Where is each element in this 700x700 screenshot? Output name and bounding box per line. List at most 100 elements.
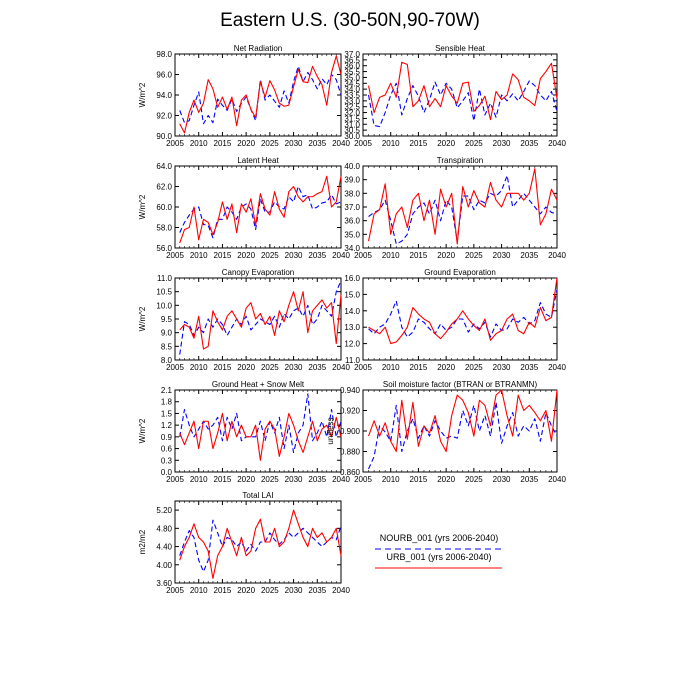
panel-title: Canopy Evaporation bbox=[222, 268, 295, 277]
y-tick-label: 96.0 bbox=[156, 71, 172, 80]
panel-total-lai: Total LAI m2/m2 2005 2010 2015 2020 2025 2030 20… bbox=[138, 491, 350, 595]
series-line-urb bbox=[179, 509, 342, 579]
x-tick-label: 2005 bbox=[166, 586, 184, 595]
x-tick-label: 2030 bbox=[285, 475, 303, 484]
series-line-nourb bbox=[179, 519, 342, 573]
y-tick-label: 11.0 bbox=[345, 356, 361, 365]
y-tick-label: 39.0 bbox=[344, 176, 360, 185]
y-tick-label: 0.3 bbox=[161, 456, 173, 465]
y-tick-label: 10.5 bbox=[156, 288, 172, 297]
x-tick-label: 2030 bbox=[285, 363, 303, 372]
x-tick-label: 2025 bbox=[465, 139, 483, 148]
figure-title: Eastern U.S. (30-50N,90-70W) bbox=[220, 10, 480, 31]
series-line-nourb bbox=[179, 393, 342, 454]
y-tick-label: 33.0 bbox=[344, 97, 360, 106]
x-tick-label: 2005 bbox=[354, 139, 372, 148]
x-tick-label: 2035 bbox=[308, 139, 326, 148]
x-tick-label: 2005 bbox=[166, 139, 184, 148]
y-tick-label: 16.0 bbox=[344, 274, 360, 283]
panel-title: Transpiration bbox=[437, 156, 483, 165]
panel-sensible-heat: Sensible Heat 2005 2010 2015 2020 2025 2030 203… bbox=[344, 44, 566, 148]
plot-frame bbox=[362, 165, 558, 249]
panel-net-radiation: Net Radiation W/m^2 2005 2010 2015 2020 2025 20… bbox=[138, 44, 350, 148]
x-tick-label: 2015 bbox=[214, 586, 232, 595]
y-tick-label: 90.0 bbox=[156, 132, 172, 141]
y-tick-label: 38.0 bbox=[344, 189, 360, 198]
plot-frame bbox=[174, 53, 342, 137]
x-tick-label: 2015 bbox=[214, 139, 232, 148]
y-tick-label: 36.0 bbox=[344, 217, 360, 226]
x-tick-label: 2030 bbox=[285, 251, 303, 260]
x-tick-label: 2020 bbox=[237, 586, 255, 595]
y-tick-label: 35.0 bbox=[344, 73, 360, 82]
y-tick-label: 1.2 bbox=[161, 421, 173, 430]
y-axis-label: W/m^2 bbox=[138, 194, 147, 219]
y-tick-label: 8.0 bbox=[161, 356, 173, 365]
y-tick-label: 0.860 bbox=[340, 468, 361, 477]
x-tick-label: 2030 bbox=[285, 586, 303, 595]
y-tick-label: 98.0 bbox=[156, 50, 172, 59]
y-tick-label: 10.0 bbox=[156, 301, 172, 310]
y-tick-label: 56.0 bbox=[156, 244, 172, 253]
x-tick-label: 2040 bbox=[548, 251, 566, 260]
y-tick-label: 34.0 bbox=[344, 85, 360, 94]
x-tick-label: 2030 bbox=[493, 139, 511, 148]
panel-title: Sensible Heat bbox=[435, 44, 486, 53]
x-tick-label: 2005 bbox=[166, 251, 184, 260]
x-tick-label: 2025 bbox=[261, 475, 279, 484]
x-tick-label: 2010 bbox=[190, 586, 208, 595]
y-tick-label: 8.5 bbox=[161, 342, 173, 351]
panel-title: Ground Heat + Snow Melt bbox=[212, 380, 305, 389]
x-tick-label: 2025 bbox=[261, 586, 279, 595]
x-tick-label: 2010 bbox=[190, 363, 208, 372]
x-tick-label: 2040 bbox=[332, 363, 350, 372]
panel-title: Latent Heat bbox=[237, 156, 279, 165]
series-line-nourb bbox=[368, 401, 558, 470]
y-tick-label: 12.0 bbox=[344, 340, 360, 349]
y-tick-label: 40.0 bbox=[344, 162, 360, 171]
x-tick-label: 2020 bbox=[437, 139, 455, 148]
x-tick-label: 2025 bbox=[465, 251, 483, 260]
y-tick-label: 58.0 bbox=[156, 224, 172, 233]
y-tick-label: 33.5 bbox=[344, 91, 360, 100]
series-line-urb bbox=[179, 291, 342, 350]
x-tick-label: 2015 bbox=[214, 475, 232, 484]
plot-frame bbox=[174, 389, 342, 473]
x-tick-label: 2035 bbox=[520, 363, 538, 372]
series-line-urb bbox=[368, 389, 558, 453]
series-line-urb bbox=[179, 175, 342, 244]
panel-transpiration: Transpiration 2005 2010 2015 2020 2025 2030 203… bbox=[344, 156, 566, 260]
legend-label: NOURB_001 (yrs 2006-2040) bbox=[380, 533, 499, 543]
x-tick-label: 2015 bbox=[410, 251, 428, 260]
x-tick-label: 2020 bbox=[237, 251, 255, 260]
y-tick-label: 0.880 bbox=[340, 448, 361, 457]
panel-title: Ground Evaporation bbox=[424, 268, 496, 277]
x-tick-label: 2035 bbox=[520, 251, 538, 260]
panel-soil-moisture-factor-btran-or-btranmn: Soil moisture factor (BTRAN or BTRANMN) u… bbox=[326, 380, 566, 484]
x-tick-label: 2035 bbox=[308, 475, 326, 484]
x-tick-label: 2025 bbox=[465, 363, 483, 372]
y-tick-label: 35.0 bbox=[344, 230, 360, 239]
legend: NOURB_001 (yrs 2006-2040) URB_001 (yrs 20… bbox=[375, 533, 502, 569]
panel-title: Total LAI bbox=[242, 491, 273, 500]
x-tick-label: 2005 bbox=[166, 363, 184, 372]
series-line-nourb bbox=[179, 280, 342, 355]
series-line-urb bbox=[179, 412, 342, 461]
y-axis-label: unitless bbox=[326, 417, 335, 444]
x-tick-label: 2010 bbox=[382, 139, 400, 148]
y-tick-label: 4.80 bbox=[156, 524, 172, 533]
x-tick-label: 2025 bbox=[261, 139, 279, 148]
plot-frame bbox=[174, 500, 342, 584]
y-tick-label: 2.1 bbox=[161, 386, 173, 395]
y-tick-label: 32.0 bbox=[344, 109, 360, 118]
series-line-urb bbox=[368, 168, 558, 245]
y-tick-label: 0.900 bbox=[340, 427, 361, 436]
y-tick-label: 34.0 bbox=[344, 244, 360, 253]
x-tick-label: 2035 bbox=[520, 139, 538, 148]
x-tick-label: 2010 bbox=[382, 475, 400, 484]
x-tick-label: 2035 bbox=[308, 363, 326, 372]
panel-title: Soil moisture factor (BTRAN or BTRANMN) bbox=[383, 380, 538, 389]
y-axis-label: W/m^2 bbox=[138, 306, 147, 331]
x-tick-label: 2020 bbox=[437, 363, 455, 372]
x-tick-label: 2020 bbox=[437, 475, 455, 484]
